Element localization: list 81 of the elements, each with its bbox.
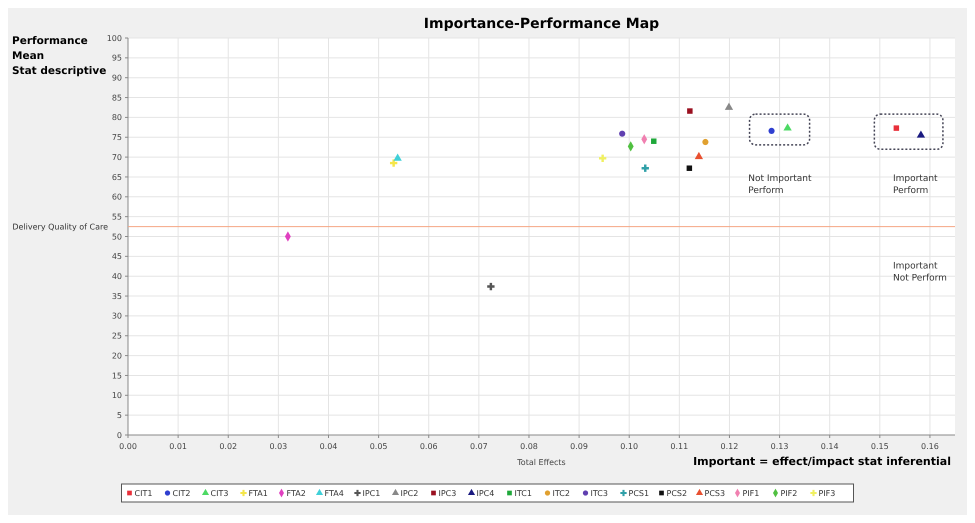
y-tick-label: 20 <box>112 351 122 360</box>
legend-label: CIT2 <box>172 489 190 498</box>
y-tick-label: 45 <box>112 252 122 262</box>
point <box>487 282 495 290</box>
chart-title: Importance-Performance Map <box>424 16 660 32</box>
x-axis-title: Total Effects <box>516 458 566 467</box>
legend-label: PCS2 <box>666 489 688 498</box>
y-tick-label: 50 <box>112 232 122 242</box>
legend-label: PCS1 <box>628 489 650 498</box>
legend-label: ITC3 <box>590 489 608 498</box>
legend-label: IPC4 <box>476 489 494 498</box>
x-tick-label: 0.01 <box>169 442 188 451</box>
x-tick-label: 0.14 <box>820 442 839 451</box>
y-tick-label: 85 <box>112 93 122 102</box>
text: Important = effect/impact stat inferential <box>693 455 951 468</box>
ref-line-label: Delivery Quality of Care <box>12 222 108 232</box>
y-axis-title: Performance Mean Stat descriptive <box>12 35 106 77</box>
point <box>619 130 626 137</box>
x-tick-label: 0.04 <box>320 442 338 451</box>
point <box>702 138 708 146</box>
x-tick-label: 0.02 <box>219 442 238 451</box>
point <box>694 152 704 160</box>
point <box>390 159 398 167</box>
legend-label: ITC1 <box>514 489 532 498</box>
legend-label: PCS3 <box>704 489 726 498</box>
y-tick-label: 60 <box>112 192 122 202</box>
legend-label: CIT1 <box>134 489 152 498</box>
x-tick-label: 0.15 <box>870 442 889 451</box>
y-tick-label: 5 <box>116 410 122 420</box>
legend-label: IPC1 <box>362 489 380 498</box>
point <box>598 154 606 162</box>
x-tick-label: 0.06 <box>420 442 438 451</box>
y-tick-label: 55 <box>112 212 122 222</box>
y-tick-label: 15 <box>112 371 122 380</box>
point <box>724 102 734 110</box>
x-tick-label: 0.05 <box>370 442 388 451</box>
y-tick-label: 30 <box>112 312 122 321</box>
legend-label: FTA2 <box>286 489 306 498</box>
point <box>651 138 657 144</box>
y-tick-label: 95 <box>112 54 122 63</box>
y-tick-label: 0 <box>116 430 122 440</box>
x-tick-label: 0.09 <box>570 442 588 451</box>
y-tick-label: 100 <box>106 34 122 43</box>
legend-label: ITC2 <box>552 489 570 498</box>
x-tick-label: 0.03 <box>269 442 288 451</box>
legend-label: IPC2 <box>400 489 418 498</box>
point <box>686 165 692 171</box>
x-tick-label: 0.07 <box>470 442 488 451</box>
y-tick-label: 70 <box>112 152 122 162</box>
y-tick-label: 25 <box>112 332 122 341</box>
y-tick-label: 90 <box>112 74 122 82</box>
legend-label: FTA4 <box>324 489 344 498</box>
legend-label: FTA1 <box>248 489 268 498</box>
x-tick-label: 0.12 <box>720 442 738 451</box>
y-tick-label: 10 <box>112 391 122 400</box>
annotation: Not Important Perform <box>748 174 812 196</box>
y-tick-label: 65 <box>112 172 122 182</box>
point <box>687 108 693 114</box>
y-tick-label: 80 <box>112 113 122 122</box>
legend-label: PIF2 <box>780 489 798 498</box>
y-tick-label: 40 <box>112 272 122 281</box>
point <box>783 123 792 131</box>
y-tick-label: 35 <box>112 292 122 301</box>
point <box>393 153 402 161</box>
x-tick-label: 0.00 <box>119 442 137 451</box>
annotation: Important Perform <box>892 174 938 196</box>
y-tick-label: 75 <box>112 133 122 142</box>
annotation: Important Not Perform <box>892 261 947 284</box>
point <box>894 125 900 131</box>
legend-label: CIT3 <box>210 489 228 498</box>
x-tick-label: 0.08 <box>520 442 538 451</box>
point <box>916 130 926 138</box>
x-tick-label: 0.16 <box>921 442 939 451</box>
point <box>642 164 649 172</box>
x-tick-label: 0.13 <box>770 442 788 451</box>
legend-label: IPC3 <box>438 489 456 498</box>
point <box>768 128 775 134</box>
x-tick-label: 0.10 <box>620 442 638 451</box>
legend-label: PIF1 <box>742 489 760 498</box>
legend-label: PIF3 <box>818 489 836 498</box>
x-tick-label: 0.11 <box>670 442 688 451</box>
